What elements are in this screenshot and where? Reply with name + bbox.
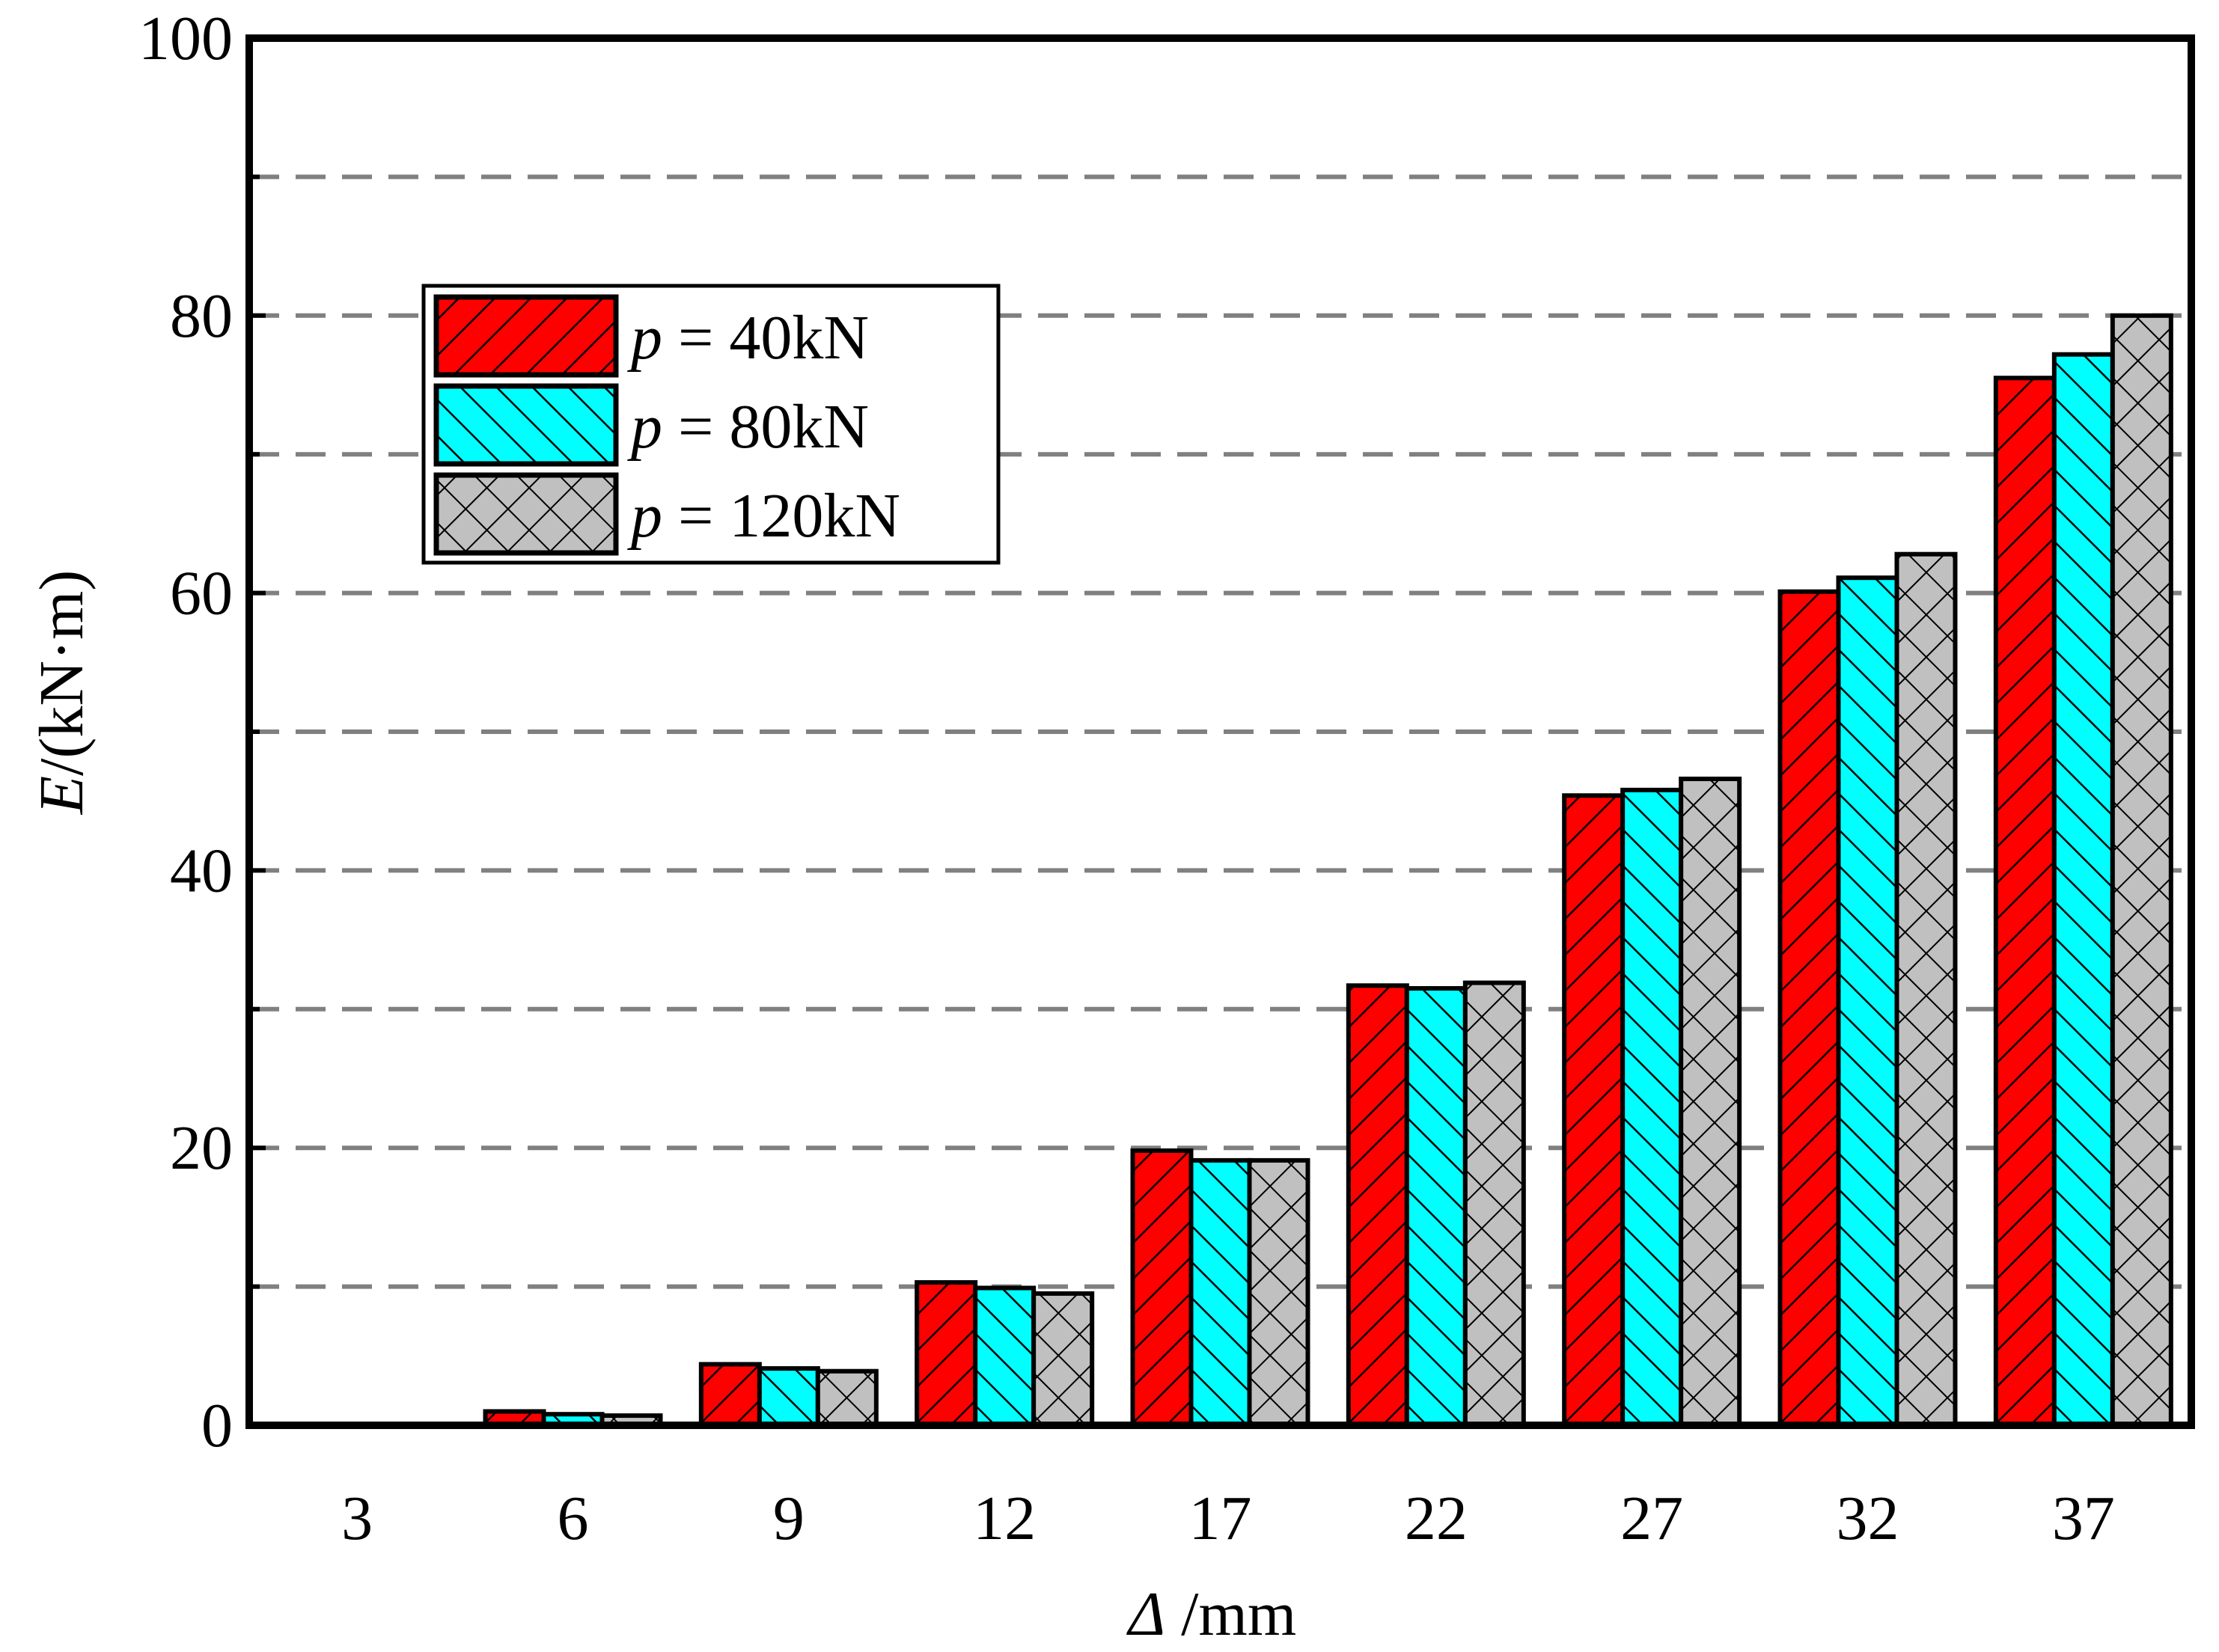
y-tick-label-60: 60 xyxy=(170,559,233,628)
bar-hatch-17-2 xyxy=(1188,1157,1252,1428)
bar-hatch-12-2 xyxy=(973,1285,1037,1428)
bar-hatch-12-3 xyxy=(1031,1291,1095,1428)
legend-item-120kN: p = 120kN xyxy=(433,472,900,556)
bar-hatch-27-3 xyxy=(1679,777,1742,1428)
bar-12-2 xyxy=(973,1285,1037,1428)
bar-9-2 xyxy=(757,1365,820,1428)
x-tick-label-17: 17 xyxy=(1189,1484,1252,1553)
bar-37-1 xyxy=(1993,376,2057,1428)
legend-label-40kN: p = 40kN xyxy=(627,303,869,373)
bar-22-2 xyxy=(1404,985,1468,1428)
legend-label-120kN: p = 120kN xyxy=(627,481,900,551)
bar-hatch-27-2 xyxy=(1620,787,1684,1428)
x-tick-label-27: 27 xyxy=(1620,1484,1683,1553)
x-tick-label-3: 3 xyxy=(341,1484,373,1553)
bar-hatch-27-1 xyxy=(1562,793,1626,1428)
bar-hatch-17-1 xyxy=(1130,1148,1194,1428)
bar-32-3 xyxy=(1894,551,1958,1428)
bar-hatch-22-3 xyxy=(1462,980,1526,1428)
bar-32-1 xyxy=(1777,589,1841,1428)
bar-hatch-9-3 xyxy=(815,1368,879,1428)
bar-hatch-9-2 xyxy=(757,1365,820,1428)
y-tick-label-20: 20 xyxy=(170,1113,233,1183)
y-tick-label-100: 100 xyxy=(138,4,233,73)
y-tick-label-0: 0 xyxy=(201,1391,233,1460)
x-tick-label-22: 22 xyxy=(1405,1484,1468,1553)
legend-swatch-hatch-80kN xyxy=(433,383,619,467)
bar-9-3 xyxy=(815,1368,879,1428)
bar-hatch-17-3 xyxy=(1247,1157,1310,1428)
y-axis-title: E/(kN·m) xyxy=(27,570,97,816)
bar-hatch-22-2 xyxy=(1404,985,1468,1428)
bar-27-2 xyxy=(1620,787,1684,1428)
x-tick-label-12: 12 xyxy=(973,1484,1036,1553)
bar-hatch-37-1 xyxy=(1993,376,2057,1428)
bar-hatch-37-2 xyxy=(2051,352,2115,1428)
legend-item-40kN: p = 40kN xyxy=(433,294,869,378)
bar-hatch-32-2 xyxy=(1836,575,1899,1428)
bar-12-3 xyxy=(1031,1291,1095,1428)
legend-swatch-hatch-40kN xyxy=(433,294,619,378)
legend-label-80kN: p = 80kN xyxy=(627,392,869,462)
bar-37-3 xyxy=(2110,313,2173,1428)
bar-hatch-9-1 xyxy=(698,1362,762,1428)
bar-hatch-32-1 xyxy=(1777,589,1841,1428)
x-axis-title: Δ /mm xyxy=(1126,1579,1296,1649)
bars xyxy=(483,313,2173,1428)
bar-17-2 xyxy=(1188,1157,1252,1428)
x-axis-ticks: 3 6 9 12 17 22 27 32 37 xyxy=(341,1484,2115,1553)
x-tick-label-9: 9 xyxy=(773,1484,805,1553)
bar-17-3 xyxy=(1247,1157,1310,1428)
bar-22-3 xyxy=(1462,980,1526,1428)
y-tick-label-80: 80 xyxy=(170,281,233,351)
bar-hatch-22-1 xyxy=(1346,983,1409,1428)
bar-9-1 xyxy=(698,1362,762,1428)
x-tick-label-37: 37 xyxy=(2052,1484,2115,1553)
bar-22-1 xyxy=(1346,983,1409,1428)
legend: p = 40kN p = 80kN p = 120kN xyxy=(421,284,1001,565)
bar-27-1 xyxy=(1562,793,1626,1428)
legend-swatch-hatch-120kN xyxy=(433,472,619,556)
bar-27-3 xyxy=(1679,777,1742,1428)
bar-17-1 xyxy=(1130,1148,1194,1428)
y-tick-label-40: 40 xyxy=(170,836,233,905)
bar-hatch-32-3 xyxy=(1894,551,1958,1428)
x-tick-label-32: 32 xyxy=(1837,1484,1899,1553)
bar-32-2 xyxy=(1836,575,1899,1428)
legend-item-80kN: p = 80kN xyxy=(433,383,869,467)
y-axis-ticks: 0 20 40 60 80 100 xyxy=(138,4,266,1460)
bar-37-2 xyxy=(2051,352,2115,1428)
bar-hatch-12-1 xyxy=(915,1280,978,1428)
bar-hatch-37-3 xyxy=(2110,313,2173,1428)
x-tick-label-6: 6 xyxy=(558,1484,589,1553)
bar-12-1 xyxy=(915,1280,978,1428)
